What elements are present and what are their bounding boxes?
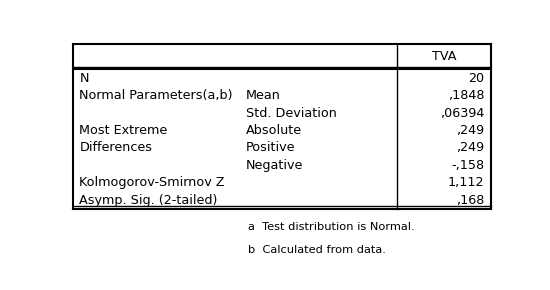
Text: 1,112: 1,112 [448, 176, 485, 189]
Text: Negative: Negative [246, 159, 303, 172]
Text: Positive: Positive [246, 142, 295, 154]
Text: Differences: Differences [79, 142, 152, 154]
Text: a  Test distribution is Normal.: a Test distribution is Normal. [248, 222, 414, 232]
Text: N: N [79, 72, 89, 85]
Text: 20: 20 [468, 72, 485, 85]
Text: ,249: ,249 [456, 124, 485, 137]
Text: Kolmogorov-Smirnov Z: Kolmogorov-Smirnov Z [79, 176, 225, 189]
Text: TVA: TVA [432, 50, 456, 63]
Text: Most Extreme: Most Extreme [79, 124, 168, 137]
Text: Asymp. Sig. (2-tailed): Asymp. Sig. (2-tailed) [79, 194, 218, 207]
Text: Normal Parameters(a,b): Normal Parameters(a,b) [79, 89, 233, 102]
Text: Mean: Mean [246, 89, 280, 102]
Text: -,158: -,158 [451, 159, 485, 172]
Text: Absolute: Absolute [246, 124, 302, 137]
Text: b  Calculated from data.: b Calculated from data. [248, 245, 386, 255]
Text: ,168: ,168 [456, 194, 485, 207]
Text: ,06394: ,06394 [440, 106, 485, 119]
Text: ,1848: ,1848 [448, 89, 485, 102]
Text: Std. Deviation: Std. Deviation [246, 106, 337, 119]
Text: ,249: ,249 [456, 142, 485, 154]
